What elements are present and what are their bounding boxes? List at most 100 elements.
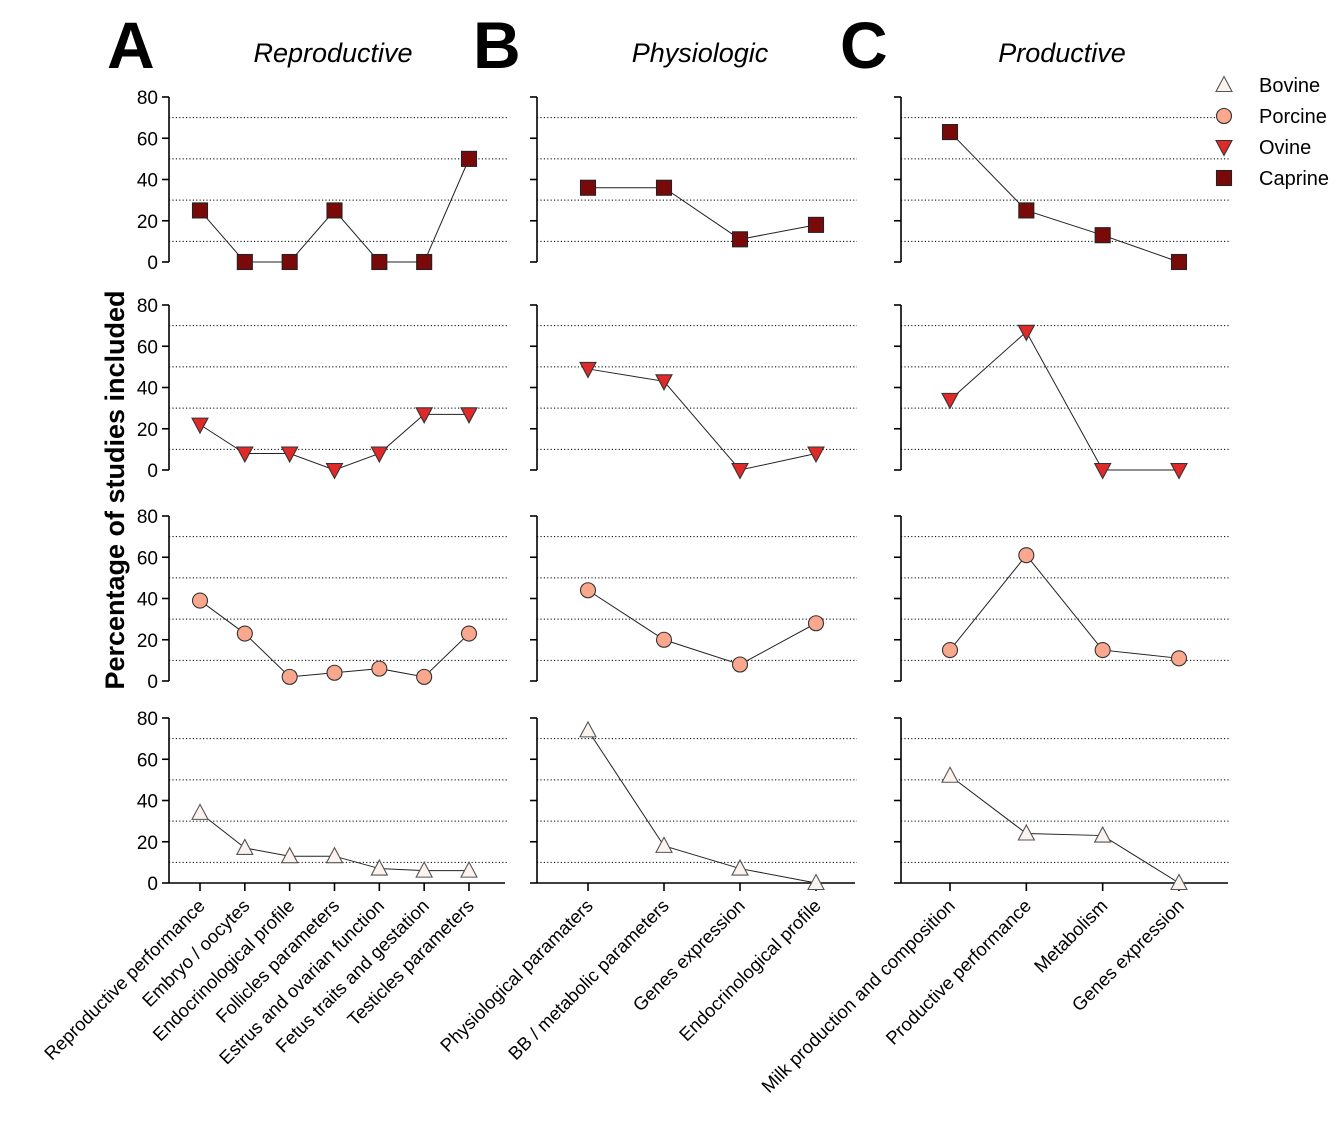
data-point-porcine [191,592,209,609]
y-tick-label: 20 [137,833,158,854]
series-line-porcine [587,589,817,666]
data-point-ovine [460,407,478,424]
y-tick-label: 60 [137,129,158,150]
data-point-ovine [280,446,299,464]
data-point-bovine [370,858,389,876]
data-point-caprine [236,253,253,271]
y-tick-label: 0 [147,461,158,482]
y-tick-label: 0 [147,672,158,693]
subplot-c-caprine [894,96,1230,271]
panels-layer: A Reproductive 0 20 40 60 80 0 20 40 60 80 0 20 40 60 80… [40,8,1230,1097]
data-point-ovine [579,361,597,379]
subplot-b-porcine [530,515,857,682]
y-tick-label: 20 [137,631,158,652]
y-tick-label: 40 [137,792,158,813]
data-point-ovine [415,407,434,424]
data-point-caprine [941,124,959,141]
data-point-ovine [941,392,959,410]
data-point-caprine [1094,227,1111,244]
data-point-caprine [460,150,478,167]
data-point-porcine [326,664,343,681]
data-point-bovine [415,860,434,878]
data-point-bovine [731,858,749,876]
y-tick-label: 40 [137,171,158,192]
panel-title-c: Productive [998,38,1126,68]
y-tick-label: 80 [137,709,158,730]
data-point-bovine [1093,825,1112,843]
data-point-porcine [281,668,298,685]
data-point-bovine [1017,823,1036,841]
data-point-porcine [460,625,478,642]
data-point-porcine [236,625,253,642]
subplot-b-ovine [530,304,857,480]
data-point-bovine [579,720,597,738]
y-tick-label: 40 [137,379,158,400]
data-point-bovine [460,860,478,878]
data-point-bovine [280,846,299,864]
data-point-ovine [191,417,209,435]
y-tick-label: 80 [137,88,158,109]
y-tick-label: 0 [147,874,158,895]
data-point-caprine [655,179,673,196]
data-point-bovine [655,836,673,853]
data-point-porcine [579,582,597,599]
data-point-ovine [370,446,389,464]
series-line-ovine [199,413,469,471]
y-tick-label: 20 [137,212,158,233]
x-tick-label: BB / metabolic parameters [504,895,673,1064]
subplot-c-bovine: Milk production and compositionProductiv… [757,717,1230,1097]
subplot-a-ovine: 0 20 40 60 80 [137,296,508,482]
y-tick-label: 0 [147,253,158,274]
data-point-porcine [416,668,433,685]
data-point-ovine [731,462,749,480]
legend-marker-porcine [1215,107,1233,125]
data-point-caprine [1018,202,1035,219]
data-point-caprine [416,253,433,271]
x-tick-label: Endocrinological profile [675,895,825,1045]
subplot-a-caprine: 0 20 40 60 80 [137,88,508,274]
data-point-porcine [655,631,673,648]
data-point-bovine [191,803,209,820]
panel-letter-b: B [473,8,521,82]
data-point-porcine [941,642,959,659]
y-tick-label: 80 [137,507,158,528]
x-tick-label: Metabolism [1030,895,1112,977]
series-line-caprine [949,131,1180,263]
data-point-ovine [1093,462,1112,480]
legend-marker-bovine [1215,75,1233,93]
data-point-caprine [371,253,388,271]
series-line-ovine [587,368,817,471]
data-point-ovine [1170,462,1188,480]
data-point-bovine [1170,873,1188,891]
data-point-porcine [1018,547,1035,564]
data-point-bovine [807,873,825,891]
x-tick-label: Productive performance [881,895,1035,1049]
y-tick-label: 20 [137,420,158,441]
data-point-porcine [731,656,749,673]
panel-letter-c: C [840,8,888,82]
legend-label-bovine: Bovine [1259,75,1320,97]
data-point-caprine [191,202,209,219]
y-tick-label: 60 [137,750,158,771]
subplot-c-porcine [894,515,1230,682]
data-point-porcine [1170,650,1188,667]
series-line-ovine [949,331,1179,471]
series-line-caprine [588,187,817,240]
y-tick-label: 60 [137,337,158,358]
legend-marker-caprine [1215,169,1233,187]
data-point-caprine [807,216,825,233]
data-point-ovine [1017,324,1036,342]
y-tick-label: 60 [137,548,158,569]
data-point-ovine [807,446,825,464]
data-point-ovine [655,374,673,391]
legend-markers [1215,75,1233,187]
data-point-bovine [325,846,344,864]
panel-c: C Productive Milk production and compositi… [757,8,1230,1097]
data-point-porcine [807,615,825,632]
legend-label-porcine: Porcine [1259,106,1327,128]
subplot-a-porcine: 0 20 40 60 80 [137,507,508,693]
series-line-bovine [949,775,1180,884]
y-axis-label: Percentage of studies included [100,290,130,689]
